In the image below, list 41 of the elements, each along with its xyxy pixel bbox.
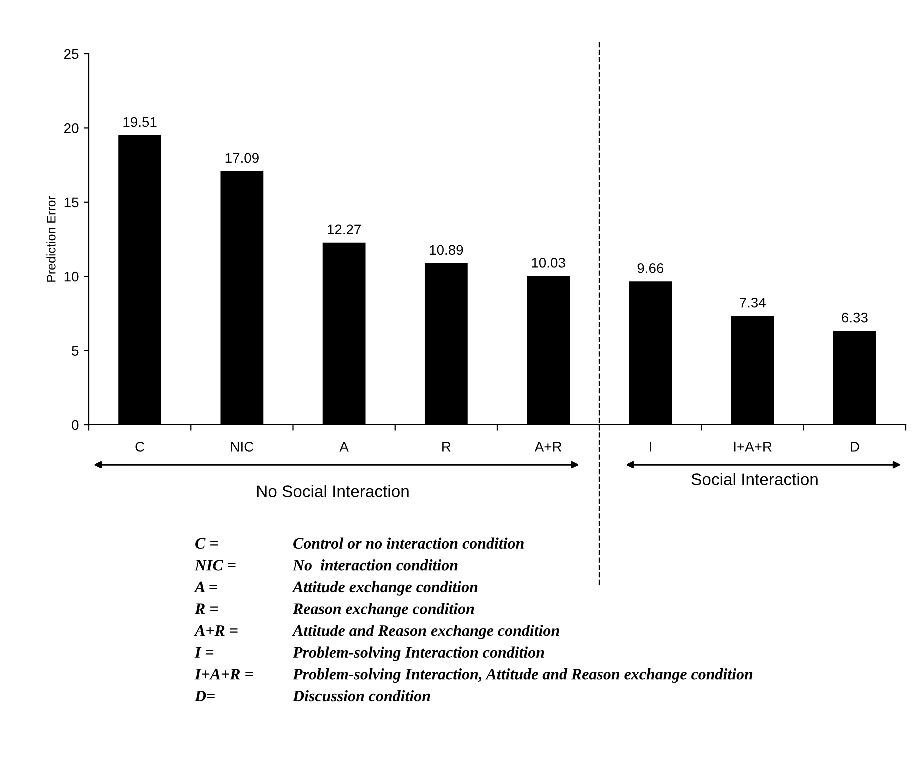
y-tick-label: 25 [64,49,79,60]
x-tick-label: A+R [534,442,562,452]
data-label: 6.33 [842,312,868,323]
data-label: 10.89 [430,245,464,256]
text: No Social Interaction [257,485,409,498]
x-tick-label: I [650,442,652,452]
text: Reason exchange condition [292,603,474,618]
x-tick-label: I+A+R [734,442,772,452]
y-tick-label: 20 [64,124,79,134]
x-tick-label: NIC [231,442,254,452]
text: No interaction condition [292,560,458,571]
data-label: 12.27 [328,224,361,234]
text: A = [194,582,218,592]
x-tick-label: C [136,442,145,452]
text: R = [194,604,218,614]
x-tick-label: A [340,442,349,452]
x-tick-label: R [442,442,451,452]
text: I = [194,647,214,658]
text: D= [194,690,215,702]
text: I+A+R = [194,669,254,680]
text: C = [196,538,218,549]
data-label: 9.66 [638,264,664,274]
y-tick-label: 0 [72,420,79,430]
text: Attitude and Reason exchange condition [292,624,560,640]
text: A+R = [194,625,238,636]
x-tick-label: D [851,442,860,452]
data-label: 10.03 [532,258,566,268]
text: NIC = [194,560,236,571]
y-axis-title: Prediction Error [46,196,56,282]
text: Attitude exchange condition [292,581,478,596]
text: Social Interaction [692,473,818,486]
data-label: 19.51 [124,117,157,128]
data-label: 17.09 [226,153,259,164]
y-tick-label: 5 [72,346,79,356]
text: Problem-solving Interaction condition [292,646,544,662]
text: Discussion condition [292,690,430,702]
data-label: 7.34 [740,298,766,308]
text: Control or no interaction condition [294,538,524,550]
text: Problem-solving Interaction, Attitude and Reason exchange condition [292,668,753,684]
y-tick-label: 10 [64,272,79,282]
y-tick-label: 15 [64,198,79,208]
